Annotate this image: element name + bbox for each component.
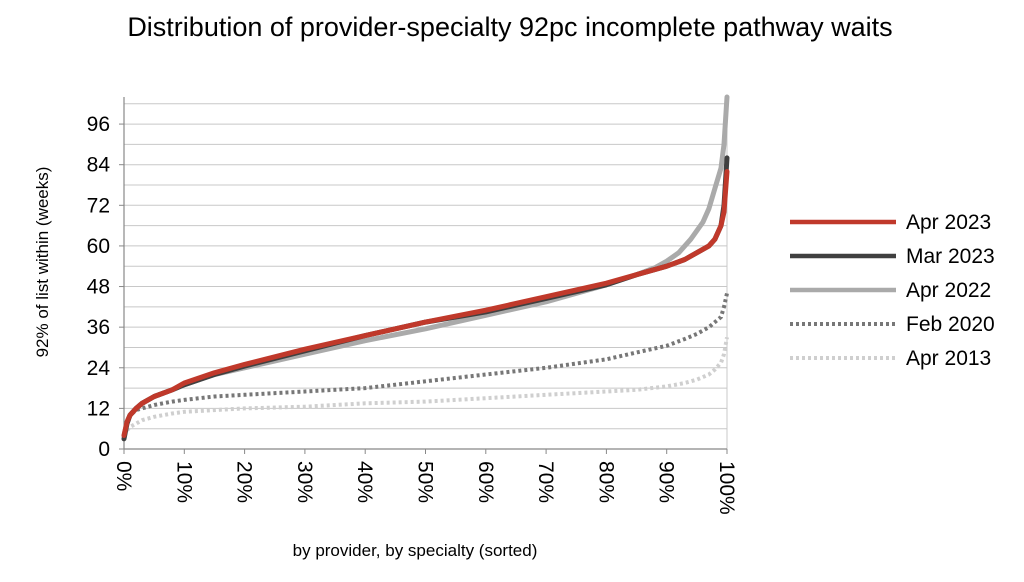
x-tick-label: 100% [715,461,738,515]
y-tick-label: 72 [87,194,110,217]
y-axis-ticks: 0 12 24 36 48 60 72 84 96 [87,113,124,461]
series-line-feb-2020 [122,292,729,436]
legend-label: Mar 2023 [906,245,995,268]
legend-label: Apr 2022 [906,279,991,302]
legend: Apr 2023 Mar 2023 Apr 2022 Feb 2020 Apr 2013 [790,211,995,370]
x-tick-label: 90% [655,461,678,503]
x-tick-label: 80% [594,461,617,503]
x-axis-label: by provider, by specialty (sorted) [293,541,538,560]
legend-label: Apr 2023 [906,211,991,234]
y-tick-label: 12 [87,397,110,420]
y-tick-label: 84 [87,154,111,177]
x-tick-label: 10% [172,461,195,503]
y-tick-label: 96 [87,113,110,136]
series-line-apr-2023 [121,169,730,438]
series-line-apr-2013 [122,336,729,437]
x-tick-label: 30% [293,461,316,503]
gridlines [123,97,728,450]
x-tick-label: 60% [474,461,497,503]
x-tick-label: 0% [112,461,135,491]
x-tick-label: 70% [534,461,557,503]
legend-label: Feb 2020 [906,313,995,336]
legend-label: Apr 2013 [906,347,991,370]
y-tick-label: 48 [87,276,110,299]
y-tick-label: 60 [87,235,110,258]
y-tick-label: 0 [98,438,110,461]
chart-title: Distribution of provider-specialty 92pc … [127,12,892,42]
x-tick-label: 20% [233,461,256,503]
y-axis-label: 92% of list within (weeks) [33,167,52,358]
y-tick-label: 36 [87,316,110,339]
x-axis-ticks: 0% 10% 20% 30% 40% 50% 60% 70% 80% 90% 100% [112,449,738,515]
y-tick-label: 24 [87,357,111,380]
series-lines [121,94,730,442]
x-tick-label: 50% [414,461,437,503]
x-tick-label: 40% [353,461,376,503]
